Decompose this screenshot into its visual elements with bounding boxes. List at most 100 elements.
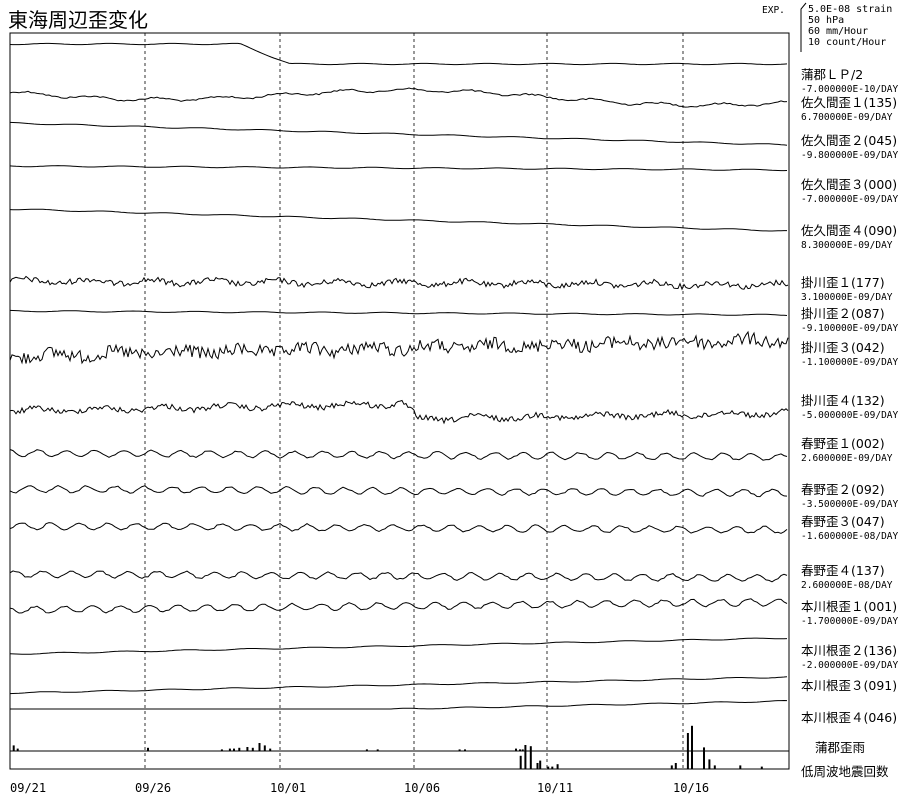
series-label: 掛川歪３(042) <box>801 340 885 355</box>
series-line-11 <box>9 484 788 498</box>
series-rate: -1.700000E-09/DAY <box>801 616 899 627</box>
rain-bar <box>147 747 149 751</box>
bar-panel <box>10 725 789 769</box>
series-label: 春野歪３(047) <box>801 514 885 529</box>
quake-count-bar <box>686 733 689 769</box>
rain-bar <box>246 747 249 751</box>
quake-count-bar <box>691 725 693 769</box>
series-rate: -7.000000E-09/DAY <box>801 194 899 205</box>
quake-count-bar <box>703 747 705 769</box>
quake-count-bar <box>708 759 711 769</box>
series-line-6 <box>9 275 789 291</box>
scale-label-rain: 60 mm/Hour <box>808 26 868 37</box>
x-tick-label: 10/11 <box>537 781 573 795</box>
series-line-13 <box>9 570 788 583</box>
scale-label-strain: 5.0E-08 strain <box>808 4 892 15</box>
chart-title: 東海周辺歪変化 <box>8 8 148 32</box>
quake-count-bar <box>760 766 763 769</box>
series-rate: -2.000000E-09/DAY <box>801 660 899 671</box>
x-tick-label: 10/01 <box>270 781 306 795</box>
quake-count-bar <box>670 765 673 769</box>
series-rate: -9.100000E-09/DAY <box>801 323 899 334</box>
series-rate: 6.700000E-09/DAY <box>801 112 893 123</box>
series-line-14 <box>9 598 788 614</box>
rain-bar <box>519 749 521 751</box>
series-label: 蒲郡ＬＰ/2 <box>801 67 863 82</box>
series-label: 掛川歪１(177) <box>801 275 885 290</box>
series-rate: -1.600000E-08/DAY <box>801 531 899 542</box>
quake-count-bar <box>539 760 542 769</box>
series-line-5 <box>9 208 787 232</box>
quake-count-bar <box>674 763 677 769</box>
quake-count-bar <box>524 745 527 769</box>
rain-bar <box>12 745 15 751</box>
series-label: 春野歪４(137) <box>801 563 885 578</box>
series-rate: -7.000000E-10/DAY <box>801 84 899 95</box>
series-label: 春野歪１(002) <box>801 436 885 451</box>
series-label: 掛川歪４(132) <box>801 393 885 408</box>
x-tick-label: 09/26 <box>135 781 171 795</box>
rain-bar <box>515 748 517 751</box>
series-rate: 3.100000E-09/DAY <box>801 292 893 303</box>
series-line-9 <box>9 399 789 425</box>
series-line-4 <box>9 165 788 172</box>
series-label: 春野歪２(092) <box>801 482 885 497</box>
rain-bar <box>220 749 223 751</box>
x-axis-ticks: 09/21 09/26 10/01 10/06 10/11 10/16 <box>10 781 709 795</box>
rain-bar <box>251 747 254 751</box>
plot-frame <box>9 32 790 770</box>
series-label: 佐久間歪２(045) <box>801 133 897 148</box>
x-tick-label: 09/21 <box>10 781 46 795</box>
series-rate: -5.000000E-09/DAY <box>801 410 899 421</box>
rain-bar <box>233 748 235 751</box>
quake-count-bar <box>739 765 742 769</box>
series-line-17 <box>10 699 788 710</box>
series-line-7 <box>9 309 788 316</box>
series-line-16 <box>9 676 788 695</box>
series-rate: 2.600000E-09/DAY <box>801 453 893 464</box>
quake-count-bar <box>551 766 554 769</box>
rain-bar <box>16 748 19 751</box>
scale-bar-top <box>800 2 807 14</box>
quake-count-bar <box>529 746 532 769</box>
quake-count-bar <box>536 763 539 769</box>
series-label: 本川根歪３(091) <box>801 678 897 693</box>
scale-label-pressure: 50 hPa <box>808 15 844 26</box>
rain-bar <box>228 748 231 751</box>
series-line-8 <box>9 330 789 365</box>
series-rate: 2.600000E-08/DAY <box>801 580 893 591</box>
series-rate: -3.500000E-09/DAY <box>801 499 899 510</box>
series-traces <box>9 42 789 710</box>
quake-count-bar <box>556 764 559 769</box>
series-label: 佐久間歪４(090) <box>801 223 897 238</box>
x-tick-label: 10/16 <box>673 781 709 795</box>
series-label: 掛川歪２(087) <box>801 306 885 321</box>
series-line-2 <box>9 87 788 108</box>
quake-count-label: 低周波地震回数 <box>801 764 889 779</box>
grid-lines <box>144 33 684 769</box>
rain-bar <box>365 749 368 751</box>
series-label: 佐久間歪３(000) <box>801 177 897 192</box>
series-line-12 <box>9 522 788 534</box>
quake-count-bar <box>713 765 716 769</box>
quake-count-bar <box>547 766 550 769</box>
series-rate: -1.100000E-09/DAY <box>801 357 899 368</box>
series-line-3 <box>9 121 788 146</box>
rain-bar <box>269 748 272 751</box>
series-label: 本川根歪２(136) <box>801 643 897 658</box>
series-label: 本川根歪１(001) <box>801 599 897 614</box>
rain-bar <box>521 749 524 751</box>
rain-label: 蒲郡歪雨 <box>815 740 865 755</box>
rain-bar <box>263 745 266 751</box>
scale-label-count: 10 count/Hour <box>808 37 886 48</box>
series-label: 本川根歪４(046) <box>801 710 897 725</box>
series-label: 佐久間歪１(135) <box>801 95 897 110</box>
scale-legend: EXP. 5.0E-08 strain 50 hPa 60 mm/Hour 10… <box>762 2 892 52</box>
rain-bar <box>376 749 379 751</box>
series-rate: -9.800000E-09/DAY <box>801 150 899 161</box>
rain-bar <box>458 749 461 751</box>
x-tick-label: 10/06 <box>404 781 440 795</box>
rain-bar <box>238 747 241 751</box>
